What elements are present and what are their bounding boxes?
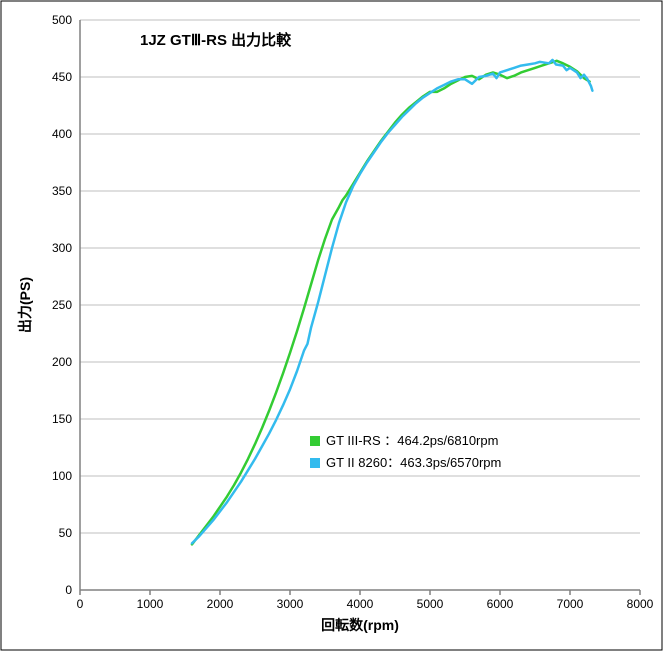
x-tick-label: 1000 <box>137 597 164 611</box>
x-tick-label: 2000 <box>207 597 234 611</box>
x-tick-label: 6000 <box>487 597 514 611</box>
series-gt-iii-rs <box>192 61 590 545</box>
y-axis-label: 出力(PS) <box>17 277 33 333</box>
legend-swatch <box>310 458 320 468</box>
legend-label: GT II 8260：463.3ps/6570rpm <box>326 455 501 470</box>
dyno-chart: 0501001502002503003504004505000100020003… <box>0 0 663 651</box>
x-tick-label: 0 <box>77 597 84 611</box>
y-tick-label: 500 <box>52 13 72 27</box>
y-tick-label: 450 <box>52 70 72 84</box>
x-tick-label: 8000 <box>627 597 654 611</box>
x-tick-label: 5000 <box>417 597 444 611</box>
chart-title: 1JZ GTⅢ-RS 出力比較 <box>140 31 292 49</box>
x-axis-label: 回転数(rpm) <box>321 617 399 633</box>
legend-label: GT III-RS ：464.2ps/6810rpm <box>326 433 498 448</box>
y-tick-label: 200 <box>52 355 72 369</box>
y-tick-label: 250 <box>52 298 72 312</box>
x-tick-label: 7000 <box>557 597 584 611</box>
x-tick-label: 3000 <box>277 597 304 611</box>
y-tick-label: 350 <box>52 184 72 198</box>
y-tick-label: 0 <box>65 583 72 597</box>
x-tick-label: 4000 <box>347 597 374 611</box>
y-tick-label: 100 <box>52 469 72 483</box>
y-tick-label: 300 <box>52 241 72 255</box>
series-gt-ii-8260 <box>192 60 592 543</box>
y-tick-label: 50 <box>59 526 73 540</box>
chart-svg: 0501001502002503003504004505000100020003… <box>0 0 663 651</box>
y-tick-label: 400 <box>52 127 72 141</box>
legend-swatch <box>310 436 320 446</box>
y-tick-label: 150 <box>52 412 72 426</box>
